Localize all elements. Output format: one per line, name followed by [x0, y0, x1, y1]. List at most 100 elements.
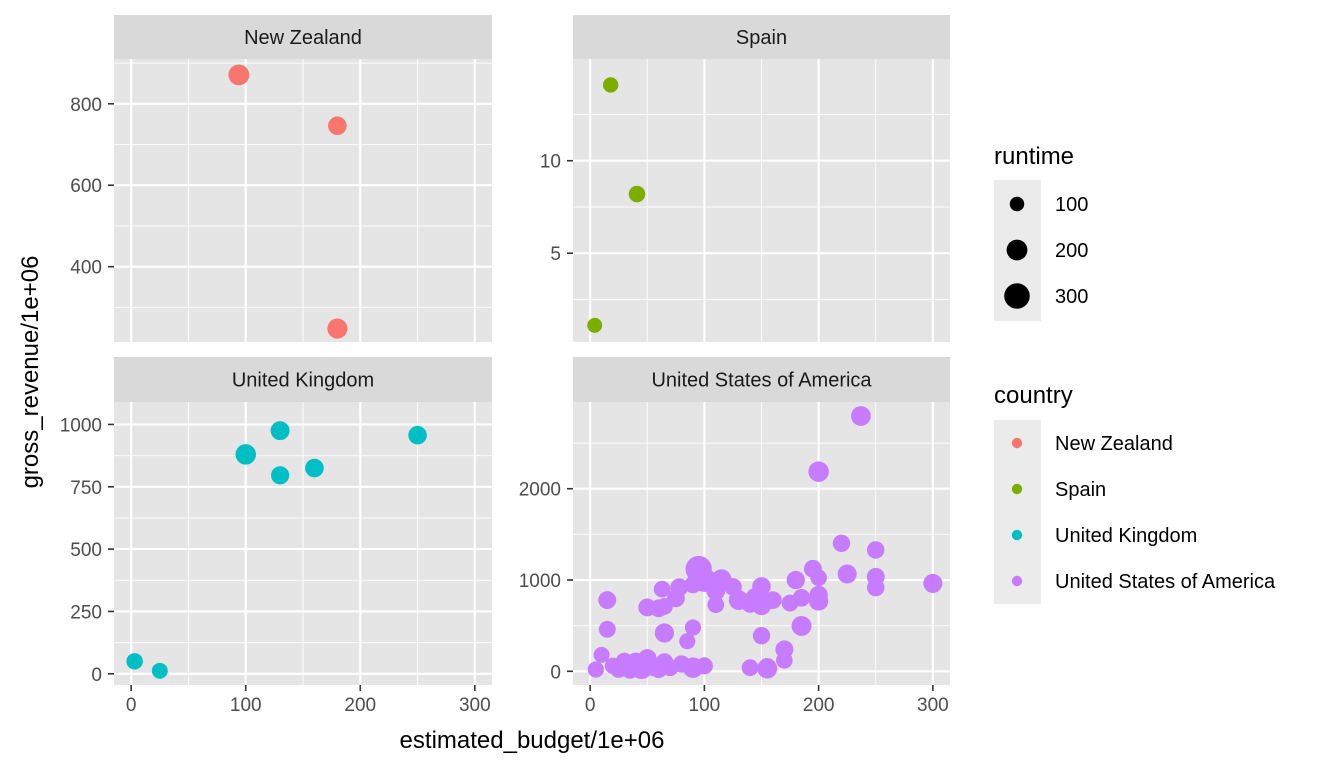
y-tick-label: 0 — [91, 665, 102, 686]
x-axis-title: estimated_budget/1e+06 — [400, 727, 665, 754]
points-united-kingdom — [126, 421, 427, 679]
size-legend-label: 200 — [1055, 240, 1088, 262]
data-point — [758, 657, 777, 676]
y-tick-label: 10 — [540, 152, 561, 173]
color-legend-item-united-kingdom: United Kingdom — [1011, 525, 1197, 547]
panel-united-kingdom: United Kingdom 0 250 500 750 1000 0 100 200 300 — [60, 357, 492, 716]
data-point — [832, 534, 851, 553]
x-tick-label: 0 — [585, 695, 596, 716]
x-tick-label: 100 — [689, 695, 721, 716]
data-point — [867, 541, 885, 559]
data-point — [593, 646, 610, 663]
points-united-states-of-america — [587, 406, 943, 680]
panel-new-zealand: New Zealand 400 600 800 — [70, 15, 492, 342]
facet-strip-label: Spain — [736, 27, 787, 49]
size-legend-item: 100 — [1009, 194, 1088, 216]
x-tick-label: 0 — [126, 695, 137, 716]
y-tick-label: 500 — [70, 540, 102, 561]
panels-layer: New Zealand 400 600 800 Spain 5 10 United Kingd… — [60, 15, 950, 716]
color-legend-title: country — [994, 382, 1073, 409]
y-tick-label: 400 — [70, 258, 102, 279]
data-point — [328, 116, 347, 136]
color-legend-label: Spain — [1055, 479, 1106, 501]
y-tick-label: 5 — [550, 244, 561, 265]
size-legend-title: runtime — [994, 143, 1074, 170]
size-legend-key — [1006, 239, 1028, 261]
size-legend-key — [1004, 283, 1030, 309]
data-point — [603, 77, 619, 93]
x-tick-label: 300 — [917, 695, 949, 716]
color-legend-key — [1011, 483, 1023, 495]
data-point — [791, 615, 812, 636]
data-point — [808, 591, 829, 611]
facet-strip — [573, 357, 950, 402]
x-tick-label: 200 — [803, 695, 835, 716]
size-legend-key — [1009, 196, 1025, 212]
facet-strip — [114, 357, 492, 402]
color-legend-key — [1011, 437, 1023, 449]
y-tick-label: 1000 — [60, 415, 102, 436]
data-point — [684, 575, 702, 594]
y-tick-label: 0 — [550, 662, 561, 683]
data-point — [741, 594, 760, 613]
data-point — [808, 461, 829, 482]
color-legend-label: United States of America — [1055, 571, 1276, 593]
data-point — [679, 633, 696, 650]
color-legend-label: New Zealand — [1055, 433, 1173, 455]
size-legend-item: 300 — [1004, 283, 1088, 309]
data-point — [653, 580, 671, 598]
data-point — [126, 653, 143, 670]
data-point — [706, 581, 726, 601]
data-point — [598, 620, 616, 638]
size-legend-item: 200 — [1006, 239, 1088, 262]
facet-strip-label: United Kingdom — [232, 370, 374, 392]
color-legend-item-united-states-of-america: United States of America — [1011, 571, 1276, 593]
size-legend-label: 100 — [1055, 194, 1088, 216]
y-tick-label: 800 — [70, 95, 102, 116]
data-point — [776, 652, 793, 669]
color-legend-item-spain: Spain — [1011, 479, 1106, 501]
data-point — [654, 623, 675, 643]
data-point — [305, 458, 324, 478]
data-point — [235, 444, 256, 465]
data-point — [270, 466, 290, 485]
y-axis-title: gross_revenue/1e+06 — [17, 256, 44, 489]
data-point — [228, 64, 250, 86]
panel-united-states-of-america: United States of America 0 1000 2000 0 100 200… — [519, 357, 950, 716]
data-point — [837, 564, 857, 584]
y-tick-label: 250 — [70, 602, 102, 623]
data-point — [764, 591, 782, 609]
data-point — [587, 317, 603, 333]
x-tick-label: 100 — [230, 695, 262, 716]
data-point — [810, 569, 827, 587]
facet-strip — [573, 15, 950, 59]
data-point — [866, 578, 885, 597]
color-legend-keys-bg — [994, 420, 1041, 604]
color-legend-key — [1011, 575, 1023, 587]
data-point — [587, 661, 604, 678]
panel-spain: Spain 5 10 — [540, 15, 950, 342]
data-point — [327, 318, 348, 339]
data-point — [649, 599, 668, 618]
data-point — [741, 659, 759, 677]
y-tick-label: 600 — [70, 176, 102, 197]
facet-strip-label: United States of America — [651, 370, 872, 392]
data-point — [598, 591, 617, 610]
data-point — [923, 573, 943, 593]
data-point — [408, 425, 427, 445]
points-spain — [587, 77, 646, 333]
facet-strip — [114, 15, 492, 59]
data-point — [786, 570, 805, 590]
data-point — [628, 185, 646, 203]
data-point — [151, 662, 168, 679]
data-point — [707, 596, 725, 614]
x-tick-label: 300 — [459, 695, 491, 716]
data-point — [684, 619, 702, 636]
y-tick-label: 1000 — [519, 571, 561, 592]
color-legend-items: New Zealand Spain United Kingdom United Sta… — [1011, 433, 1276, 593]
data-point — [851, 406, 871, 426]
color-legend-item-new-zealand: New Zealand — [1011, 433, 1173, 455]
legend: runtime 100 200 300 country New Zealand Spa… — [994, 143, 1276, 604]
color-legend-key — [1011, 529, 1023, 541]
